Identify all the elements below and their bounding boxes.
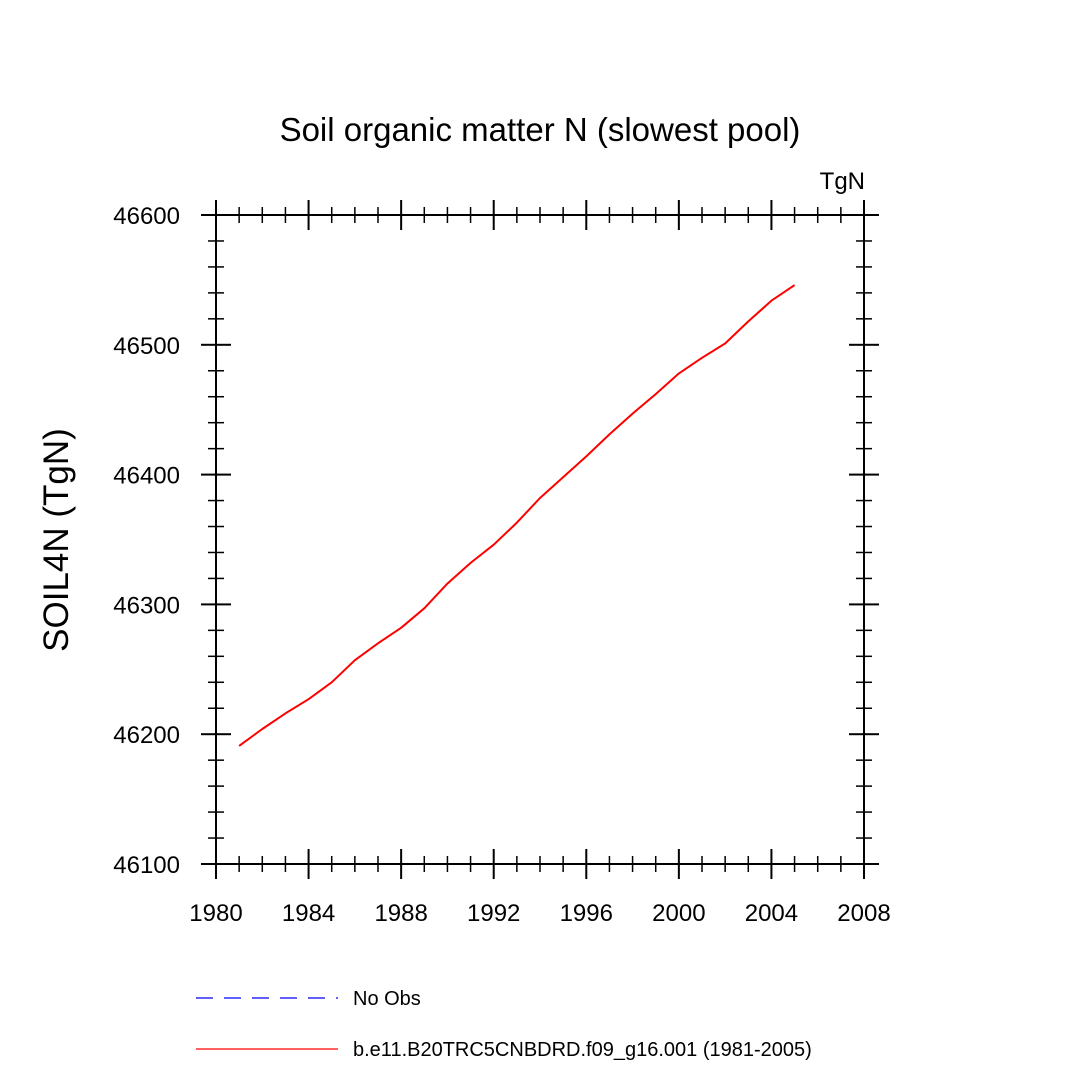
series-lines (238, 284, 796, 747)
x-tick-label: 2008 (837, 900, 890, 927)
plot-frame (215, 214, 865, 865)
x-tick-label: 2004 (745, 900, 798, 927)
x-tick-label: 1980 (189, 900, 242, 927)
x-tick-label: 1984 (282, 900, 335, 927)
y-tick-label: 46200 (113, 722, 180, 749)
x-tick-label: 1992 (467, 900, 520, 927)
series-line-1 (238, 284, 796, 747)
y-tick-label: 46600 (113, 203, 180, 230)
x-tick-label: 1988 (374, 900, 427, 927)
y-tick-label: 46500 (113, 333, 180, 360)
x-tick-label: 2000 (652, 900, 705, 927)
chart-title: Soil organic matter N (slowest pool) (280, 111, 801, 148)
legend-label-0: No Obs (353, 988, 421, 1010)
y-tick-label: 46400 (113, 463, 180, 490)
y-axis-label: SOIL4N (TgN) (37, 428, 76, 652)
y-tick-label: 46300 (113, 592, 180, 619)
units-label: TgN (820, 168, 865, 195)
legend: No Obs b.e11.B20TRC5CNBDRD.f09_g16.001 (1… (196, 988, 812, 1061)
x-tick-label: 1996 (560, 900, 613, 927)
axis-ticks: 1980 1984 1988 1992 1996 2000 2004 2008 46100 462… (113, 200, 891, 927)
y-tick-label: 46100 (113, 852, 180, 879)
legend-label-1: b.e11.B20TRC5CNBDRD.f09_g16.001 (1981-20… (353, 1039, 812, 1061)
